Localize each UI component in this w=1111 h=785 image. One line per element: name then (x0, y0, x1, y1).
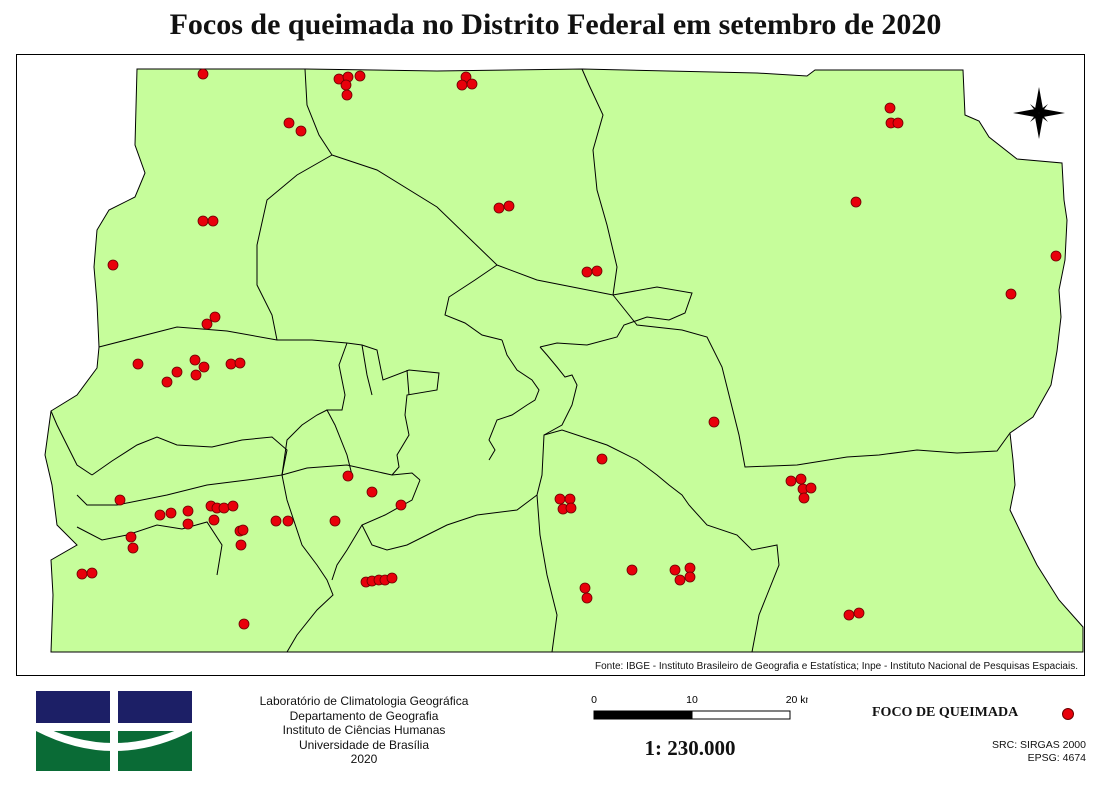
fire-point (395, 499, 407, 511)
fire-point (190, 369, 202, 381)
fire-point (596, 453, 608, 465)
source-credit: Fonte: IBGE - Instituto Brasileiro de Ge… (594, 661, 1078, 672)
scale-tick-label: 0 (591, 694, 597, 706)
fire-point (171, 366, 183, 378)
institution-line: Departamento de Geografia (289, 708, 439, 723)
fire-point (107, 259, 119, 271)
fire-point (182, 505, 194, 517)
fire-point (208, 514, 220, 526)
fire-point (684, 571, 696, 583)
fire-point (564, 493, 576, 505)
crs-line: SRC: SIRGAS 2000 (992, 739, 1086, 751)
region-boundaries (50, 68, 1011, 653)
map-title: Focos de queimada no Distrito Federal em… (169, 8, 942, 41)
fire-point (850, 196, 862, 208)
map-canvas (44, 68, 1084, 653)
fire-point (127, 542, 139, 554)
fire-point (282, 515, 294, 527)
fire-point (270, 515, 282, 527)
fire-point (340, 79, 352, 91)
fire-point (283, 117, 295, 129)
fire-point (227, 500, 239, 512)
fire-point (884, 102, 896, 114)
fire-point (189, 354, 201, 366)
fire-point (456, 79, 468, 91)
fire-point (161, 376, 173, 388)
fire-point (197, 68, 209, 80)
fire-point (235, 539, 247, 551)
fire-point (76, 568, 88, 580)
legend-fire-symbol (1062, 708, 1074, 720)
fire-point (785, 475, 797, 487)
fire-point (581, 592, 593, 604)
institution-block: Laboratório de Climatologia Geográfica D… (214, 694, 514, 767)
scale-ratio: 1: 230.000 (644, 736, 736, 760)
fire-point (669, 564, 681, 576)
fire-point (238, 618, 250, 630)
legend-label: FOCO DE QUEIMADA (872, 705, 1019, 720)
scale-tick-label: 10 (686, 694, 698, 706)
fire-point (1050, 250, 1062, 262)
fire-point (591, 265, 603, 277)
fire-point (554, 493, 566, 505)
fire-point (218, 502, 230, 514)
scale-tick-label: 20 km (786, 694, 808, 706)
fire-point (798, 492, 810, 504)
compass-rose-icon (1013, 87, 1065, 139)
fire-point (493, 202, 505, 214)
fire-point (225, 358, 237, 370)
fire-point (237, 524, 249, 536)
fire-point (341, 89, 353, 101)
fire-point (165, 507, 177, 519)
institution-line: Universidade de Brasília (298, 737, 430, 752)
fire-point (892, 117, 904, 129)
institution-line: Instituto de Ciências Humanas (282, 723, 446, 737)
institution-line: 2020 (350, 752, 378, 766)
fire-point (565, 502, 577, 514)
fire-point (581, 266, 593, 278)
institution-line: Laboratório de Climatologia Geográfica (259, 694, 469, 708)
fire-point (209, 311, 221, 323)
fire-point (708, 416, 720, 428)
fire-point (197, 215, 209, 227)
fire-point (795, 473, 807, 485)
fire-point (1005, 288, 1017, 300)
fire-point (805, 482, 817, 494)
fire-point (207, 215, 219, 227)
fire-point (234, 357, 246, 369)
scale-bar: 0 10 20 km (591, 694, 808, 720)
unb-logo-icon (36, 691, 192, 771)
crs-info: SRC: SIRGAS 2000 EPSG: 4674 (992, 739, 1086, 764)
fire-point (342, 470, 354, 482)
fire-point (579, 582, 591, 594)
fire-point (132, 358, 144, 370)
fire-point (198, 361, 210, 373)
fire-point (154, 509, 166, 521)
map-frame: Fonte: IBGE - Instituto Brasileiro de Ge… (16, 54, 1085, 676)
fire-point (843, 609, 855, 621)
df-territory (44, 68, 1084, 653)
fire-point (386, 572, 398, 584)
fire-points (76, 68, 1062, 630)
fire-point (295, 125, 307, 137)
fire-point (354, 70, 366, 82)
crs-line: EPSG: 4674 (1027, 751, 1086, 764)
fire-point (674, 574, 686, 586)
fire-point (329, 515, 341, 527)
fire-point (86, 567, 98, 579)
fire-point (366, 486, 378, 498)
fire-point (466, 78, 478, 90)
fire-point (503, 200, 515, 212)
fire-point (125, 531, 137, 543)
fire-point (114, 494, 126, 506)
fire-point (182, 518, 194, 530)
fire-point (853, 607, 865, 619)
fire-point (684, 562, 696, 574)
fire-point (626, 564, 638, 576)
fire-point (201, 318, 213, 330)
